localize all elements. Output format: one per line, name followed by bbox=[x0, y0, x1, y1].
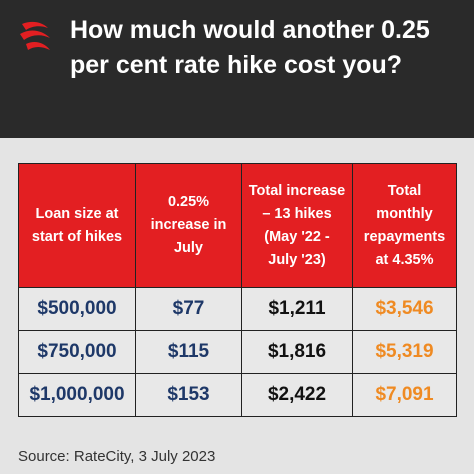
table-row: $750,000 $115 $1,816 $5,319 bbox=[18, 330, 457, 374]
table-cell: $3,546 bbox=[352, 287, 457, 331]
column-header: 0.25% increase in July bbox=[135, 163, 242, 288]
table-cell: $750,000 bbox=[18, 330, 136, 374]
source: Source: RateCity, 3 July 2023 bbox=[18, 448, 216, 465]
table-cell: $7,091 bbox=[352, 373, 457, 417]
logo bbox=[20, 21, 50, 50]
title: How much would another 0.25 per cent rat… bbox=[70, 16, 430, 79]
table-cell: $115 bbox=[135, 330, 242, 374]
table-cell: $500,000 bbox=[18, 287, 136, 331]
table-cell: $2,422 bbox=[241, 373, 353, 417]
table-cell: $1,000,000 bbox=[18, 373, 136, 417]
header-bar: How much would another 0.25 per cent rat… bbox=[0, 0, 474, 138]
table-row: $1,000,000 $153 $2,422 $7,091 bbox=[18, 373, 457, 417]
table-body: $500,000 $77 $1,211 $3,546 $750,000 $115 $1,81… bbox=[18, 287, 457, 417]
table-cell: $5,319 bbox=[352, 330, 457, 374]
table-cell: $1,816 bbox=[241, 330, 353, 374]
column-header: Total monthly repayments at 4.35% bbox=[352, 163, 457, 288]
table-cell: $77 bbox=[135, 287, 242, 331]
column-header: Loan size at start of hikes bbox=[18, 163, 136, 288]
table: Loan size at start of hikes 0.25% increas… bbox=[18, 163, 457, 417]
table-row: $500,000 $77 $1,211 $3,546 bbox=[18, 287, 457, 331]
column-header: Total increase – 13 hikes (May '22 - Jul… bbox=[241, 163, 353, 288]
table-cell: $1,211 bbox=[241, 287, 353, 331]
header-row: Loan size at start of hikes 0.25% increas… bbox=[18, 163, 457, 288]
table-cell: $153 bbox=[135, 373, 242, 417]
